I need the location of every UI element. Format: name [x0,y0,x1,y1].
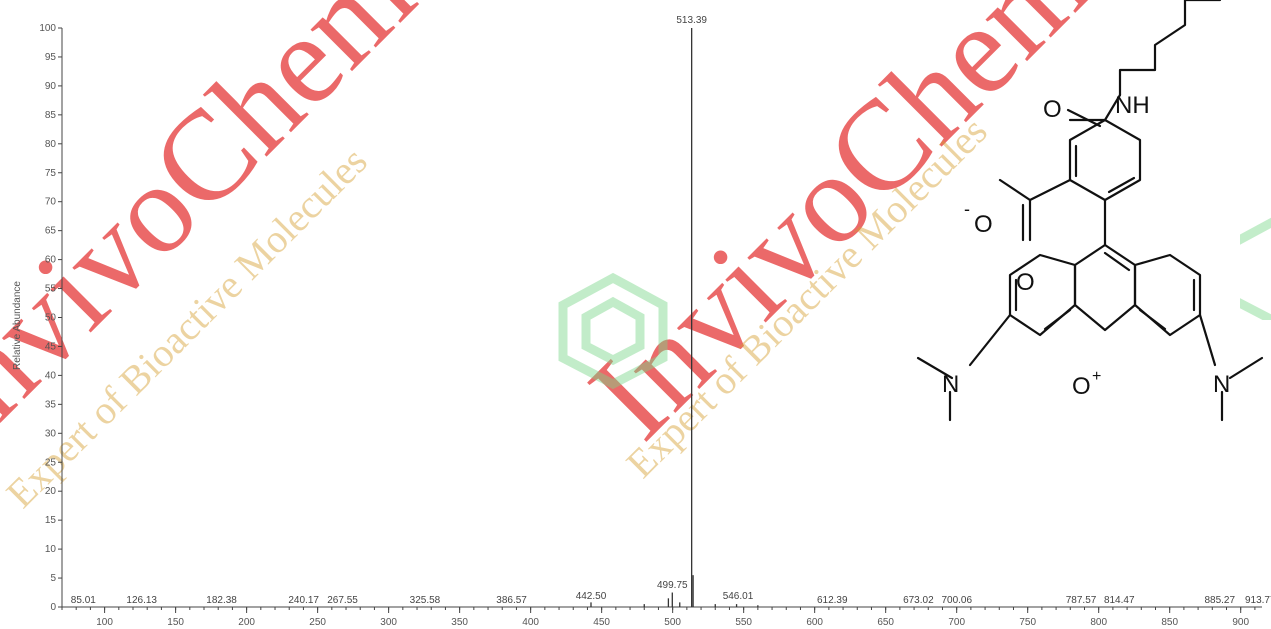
atom-o-ring-label: O [1072,373,1091,400]
y-tick-label: 80 [45,139,57,150]
peak-label: 700.06 [941,595,972,606]
peak-label: 325.58 [410,595,441,606]
peak-label: 126.13 [126,595,157,606]
x-tick-label: 150 [167,617,184,628]
x-tick-label: 400 [522,617,539,628]
y-tick-label: 35 [45,399,57,410]
x-tick-label: 100 [96,617,113,628]
peak-label: 442.50 [576,591,607,602]
x-tick-label: 650 [877,617,894,628]
y-tick-label: 45 [45,341,57,352]
peak-label: 612.39 [817,595,848,606]
peak-label: 267.55 [327,595,358,606]
y-tick-label: 100 [39,23,56,34]
y-tick-label: 95 [45,52,57,63]
y-tick-label: 25 [45,457,57,468]
x-tick-label: 200 [238,617,255,628]
x-tick-label: 500 [664,617,681,628]
y-tick-label: 70 [45,197,57,208]
y-tick-label: 85 [45,110,57,121]
x-tick-label: 850 [1161,617,1178,628]
x-tick-label: 900 [1232,617,1249,628]
peak-label: 673.02 [903,595,934,606]
x-tick-label: 450 [593,617,610,628]
y-tick-label: 15 [45,515,57,526]
peak-label: 546.01 [723,591,754,602]
x-tick-label: 550 [735,617,752,628]
y-tick-label: 30 [45,428,57,439]
peak-label: 814.47 [1104,595,1135,606]
peak-label: 386.57 [496,595,527,606]
peak-label: 182.38 [206,595,237,606]
x-tick-label: 700 [948,617,965,628]
peak-label: 85.01 [71,595,96,606]
peak-label: 885.27 [1204,595,1235,606]
peak-label: 787.57 [1066,595,1097,606]
x-tick-label: 350 [451,617,468,628]
y-tick-label: 55 [45,284,57,295]
y-tick-label: 5 [50,573,56,584]
atom-n-left-label: N [942,371,959,398]
x-tick-label: 300 [380,617,397,628]
peak-label: 499.75 [657,580,688,591]
y-tick-label: 20 [45,486,57,497]
y-tick-label: 90 [45,81,57,92]
charge-plus-label: + [1092,368,1101,385]
x-tick-label: 250 [309,617,326,628]
y-tick-label: 10 [45,544,57,555]
peak-label: 240.17 [288,595,319,606]
base-peak-label: 513.39 [676,15,707,26]
y-tick-label: 75 [45,168,57,179]
x-tick-label: 600 [806,617,823,628]
y-axis-label: Relative Abundance [12,281,23,370]
atom-o-carbonyl-label: O [1016,269,1035,296]
y-tick-label: 65 [45,226,57,237]
atom-nh-label: NH [1115,92,1150,119]
y-tick-label: 40 [45,370,57,381]
y-tick-label: 50 [45,313,57,324]
atom-n-right-label: N [1213,371,1230,398]
peak-label: 913.77 [1245,595,1271,606]
chemical-structure: NH O O - O N N O + [916,0,1264,422]
atom-o-carboxylate-label: O [974,211,993,238]
y-tick-label: 0 [50,602,56,613]
x-tick-label: 800 [1090,617,1107,628]
charge-minus-label: - [964,199,970,219]
x-tick-label: 750 [1019,617,1036,628]
y-tick-label: 60 [45,255,57,266]
atom-o-amide-label: O [1043,96,1062,123]
